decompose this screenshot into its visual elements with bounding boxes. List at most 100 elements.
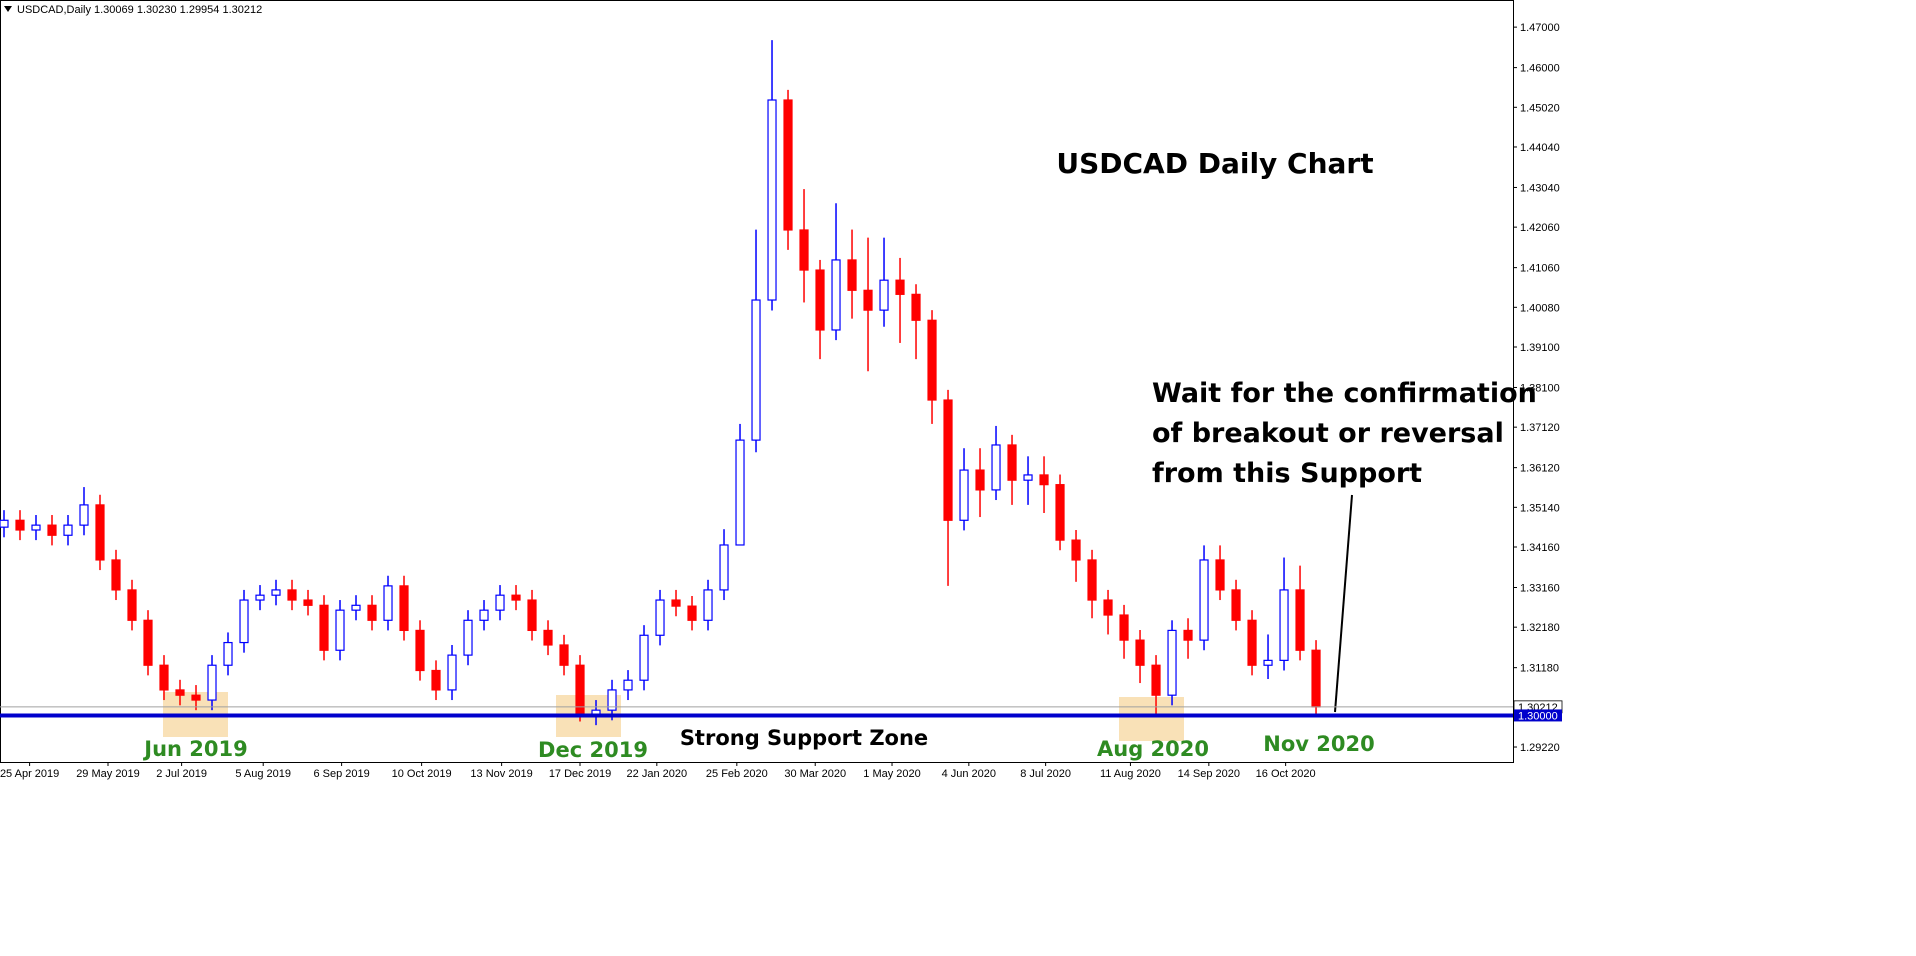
candle-body: [783, 99, 793, 231]
annotation: Wait for the confirmation: [1152, 378, 1537, 409]
y-tick-label: 1.46000: [1520, 63, 1560, 75]
zone-label: Dec 2019: [538, 738, 648, 762]
support-label: Strong Support Zone: [680, 726, 928, 750]
candle-body: [623, 679, 633, 691]
x-tick-label: 25 Feb 2020: [706, 768, 768, 780]
candle-body: [223, 641, 233, 666]
candle-body: [671, 599, 681, 607]
y-tick-label: 1.39100: [1520, 342, 1560, 354]
candle-body: [367, 604, 377, 621]
annotation: of breakout or reversal: [1152, 418, 1504, 449]
annotation: from this Support: [1152, 458, 1422, 489]
zone-label: Nov 2020: [1263, 732, 1374, 756]
y-tick-label: 1.37120: [1520, 422, 1560, 434]
candle-body: [943, 399, 953, 521]
candle-body: [1151, 664, 1161, 696]
candle-body: [767, 99, 777, 301]
candle-body: [511, 594, 521, 601]
candle-body: [543, 629, 553, 646]
candle-body: [1311, 649, 1321, 708]
arrow-line: [1334, 494, 1353, 713]
candle-body: [175, 689, 185, 696]
candle-body: [879, 279, 889, 311]
candle-body: [911, 293, 921, 321]
y-tick-label: 1.29220: [1520, 742, 1560, 754]
candle-body: [271, 589, 281, 596]
candle-body: [1087, 559, 1097, 601]
candle-body: [799, 229, 809, 271]
candle-body: [1295, 589, 1305, 651]
x-tick-label: 17 Dec 2019: [549, 768, 611, 780]
candle-body: [831, 259, 841, 331]
x-tick-label: 29 May 2019: [76, 768, 140, 780]
candle-body: [815, 269, 825, 331]
x-tick-label: 2 Jul 2019: [156, 768, 207, 780]
y-tick-label: 1.34160: [1520, 542, 1560, 554]
candle-body: [1055, 484, 1065, 541]
x-tick-label: 30 Mar 2020: [784, 768, 846, 780]
candle-body: [1135, 639, 1145, 666]
candle-body: [383, 585, 393, 621]
x-tick-label: 10 Oct 2019: [392, 768, 452, 780]
candle-body: [447, 654, 457, 691]
candle-body: [719, 544, 729, 591]
candle-body: [559, 644, 569, 666]
candle-body: [79, 504, 89, 526]
candle-body: [1023, 474, 1033, 481]
candle-body: [703, 589, 713, 621]
candle-body: [991, 444, 1001, 491]
support-tag: [1514, 709, 1562, 722]
candle-body: [63, 524, 73, 536]
y-tick-label: 1.35140: [1520, 502, 1560, 514]
x-tick-label: 16 Oct 2020: [1256, 768, 1316, 780]
candle-body: [1183, 629, 1193, 641]
zone: [1119, 697, 1184, 741]
candle-body: [351, 604, 361, 611]
candle-body: [1247, 619, 1257, 666]
y-tick-label: 1.36120: [1520, 463, 1560, 475]
candle-body: [639, 634, 649, 681]
x-tick-label: 25 Apr 2019: [0, 768, 59, 780]
candle-body: [303, 599, 313, 606]
candle-body: [655, 599, 665, 636]
x-tick-label: 14 Sep 2020: [1178, 768, 1240, 780]
header: USDCAD,Daily 1.30069 1.30230 1.29954 1.3…: [17, 4, 262, 16]
candle-body: [127, 589, 137, 621]
candle-body: [687, 605, 697, 621]
y-tick-label: 1.33160: [1520, 582, 1560, 594]
candle-body: [31, 524, 41, 531]
zone-label: Jun 2019: [142, 737, 247, 761]
candle-body: [0, 519, 9, 528]
candle-body: [1279, 589, 1289, 661]
support-tag-label: 1.30000: [1518, 710, 1558, 722]
zone-label: Aug 2020: [1097, 737, 1209, 761]
candle-body: [335, 609, 345, 651]
candle-body: [1103, 599, 1113, 616]
candle-body: [111, 559, 121, 591]
candle-body: [751, 299, 761, 441]
plot-frame: [0, 0, 1514, 763]
candle-body: [239, 599, 249, 644]
marks: [0, 40, 1321, 726]
candle-body: [15, 519, 25, 531]
candle-body: [1039, 474, 1049, 486]
y-tick-label: 1.32180: [1520, 622, 1560, 634]
candle-body: [927, 319, 937, 401]
candle-body: [207, 664, 217, 701]
candle-body: [463, 619, 473, 656]
candle-body: [975, 469, 985, 491]
candle-body: [1071, 539, 1081, 561]
candle-body: [495, 594, 505, 611]
candle-body: [287, 589, 297, 601]
candle-body: [47, 524, 57, 536]
candle-body: [399, 585, 409, 632]
candle-body: [95, 504, 105, 561]
menu-arrow: [4, 6, 12, 12]
candle-body: [1215, 559, 1225, 591]
candle-body: [415, 629, 425, 672]
candle-body: [1167, 629, 1177, 696]
x-tick-label: 4 Jun 2020: [942, 768, 996, 780]
